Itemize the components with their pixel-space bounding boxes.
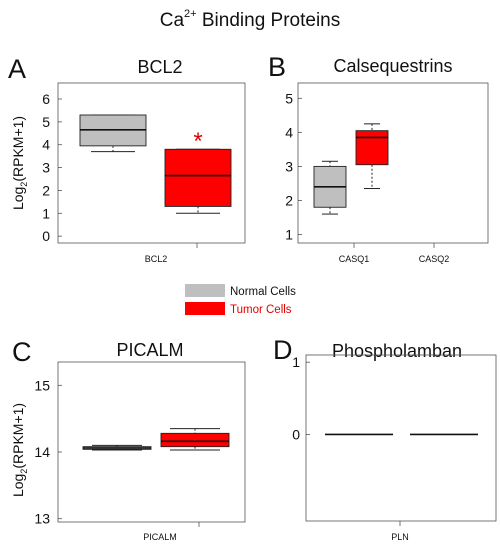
y-axis-label-a: Log2(RPKM+1)	[10, 116, 29, 210]
y-tick-label: 1	[285, 226, 293, 242]
plot-frame-a	[57, 82, 246, 244]
y-tick-label: 4	[285, 124, 293, 140]
box	[160, 432, 230, 448]
panel-title-bcl2: BCL2	[137, 57, 182, 77]
legend-swatch-tumor	[185, 302, 225, 315]
y-tick-label: 5	[285, 90, 293, 106]
chart-marks: 0 1 2 3 4 5 6 1 2 3 4 5 13 14 15 0 1	[34, 90, 478, 527]
x-category-label-bcl2: BCL2	[145, 254, 168, 264]
panel-letter-a: A	[8, 54, 26, 84]
legend-swatch-normal	[185, 284, 225, 297]
figure-title: Ca2+ Binding Proteins	[160, 8, 341, 31]
panel-letter-c: C	[12, 337, 32, 367]
y-tick-label: 3	[285, 158, 293, 174]
panel-title-picalm: PICALM	[116, 340, 183, 360]
plot-frame-d	[305, 354, 497, 522]
x-category-label-pln: PLN	[391, 532, 409, 542]
y-tick-label: 0	[42, 228, 50, 244]
y-tick-label: 0	[292, 426, 300, 442]
y-tick-label: 15	[34, 377, 50, 393]
panel-title-calsequestrins: Calsequestrins	[333, 56, 452, 76]
y-tick-label: 2	[285, 192, 293, 208]
x-category-label-casq2: CASQ2	[419, 254, 450, 264]
panel-letter-b: B	[268, 52, 286, 82]
y-tick-label: 4	[42, 137, 50, 153]
legend-label-normal: Normal Cells	[230, 286, 296, 298]
panel-letter-d: D	[273, 335, 293, 365]
x-category-label-casq1: CASQ1	[339, 254, 370, 264]
title-rest: Binding Proteins	[197, 10, 341, 31]
y-tick-label: 5	[42, 114, 50, 130]
plot-frame-c	[57, 361, 246, 523]
box	[355, 130, 389, 166]
y-tick-label: 6	[42, 91, 50, 107]
y-tick-label: 3	[42, 160, 50, 176]
significance-star: *	[193, 128, 202, 155]
title-main: Ca	[160, 10, 185, 31]
plot-frame-b	[297, 82, 489, 244]
title-superscript: 2+	[184, 8, 197, 20]
panel-title-phospholamban: Phospholamban	[332, 341, 462, 361]
x-category-label-picalm: PICALM	[143, 532, 177, 542]
y-tick-label: 1	[292, 354, 300, 370]
y-tick-label: 13	[34, 511, 50, 527]
y-axis-label-c: Log2(RPKM+1)	[10, 403, 29, 497]
y-tick-label: 1	[42, 205, 50, 221]
legend: Normal Cells Tumor Cells	[185, 284, 296, 316]
box	[164, 148, 232, 207]
legend-label-tumor: Tumor Cells	[230, 304, 292, 316]
y-tick-label: 14	[34, 444, 50, 460]
y-tick-label: 2	[42, 182, 50, 198]
